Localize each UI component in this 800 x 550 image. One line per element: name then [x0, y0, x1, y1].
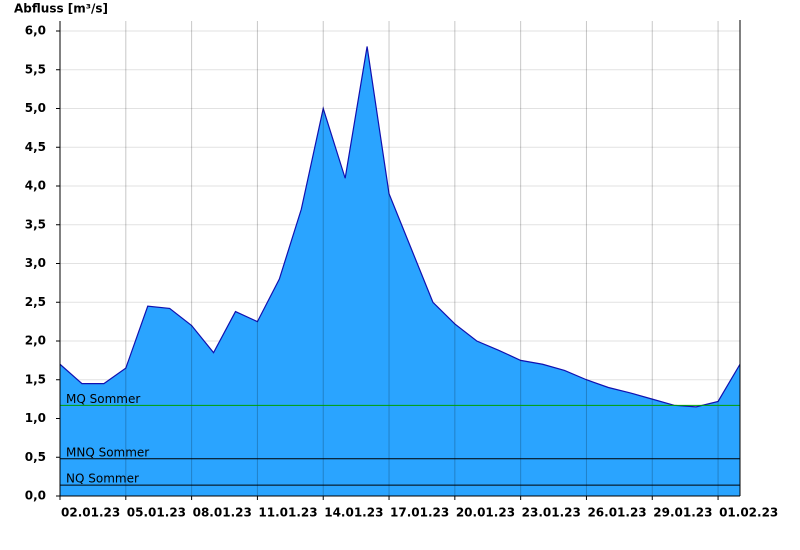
y-tick-label: 0,5: [25, 450, 46, 464]
y-tick-label: 6,0: [25, 24, 46, 38]
x-tick-label: 08.01.23: [193, 506, 252, 520]
y-tick-label: 0,0: [25, 489, 46, 503]
y-tick-label: 5,5: [25, 62, 46, 76]
x-tick-label: 20.01.23: [456, 506, 515, 520]
y-tick-label: 4,0: [25, 179, 46, 193]
reference-label: MNQ Sommer: [66, 445, 149, 459]
x-tick-label: 11.01.23: [258, 506, 317, 520]
x-tick-label: 14.01.23: [324, 506, 383, 520]
y-tick-label: 2,0: [25, 334, 46, 348]
y-axis-label: Abfluss [m³/s]: [14, 2, 108, 16]
x-tick-label: 02.01.23: [61, 506, 120, 520]
y-tick-label: 1,5: [25, 372, 46, 386]
y-tick-label: 4,5: [25, 140, 46, 154]
y-tick-label: 3,0: [25, 256, 46, 270]
y-tick-label: 1,0: [25, 411, 46, 425]
area: [60, 46, 740, 496]
y-tick-label: 5,0: [25, 101, 46, 115]
line: [59, 46, 741, 408]
x-tick-label: 01.02.23: [719, 506, 778, 520]
reference-label: NQ Sommer: [66, 472, 139, 486]
y-tick-label: 3,5: [25, 217, 46, 231]
x-tick-label: 17.01.23: [390, 506, 449, 520]
reference-label: MQ Sommer: [66, 392, 140, 406]
x-tick-label: 23.01.23: [522, 506, 581, 520]
x-tick-label: 29.01.23: [653, 506, 712, 520]
y-tick-label: 2,5: [25, 295, 46, 309]
x-tick-label: 26.01.23: [587, 506, 646, 520]
x-tick-label: 05.01.23: [127, 506, 186, 520]
